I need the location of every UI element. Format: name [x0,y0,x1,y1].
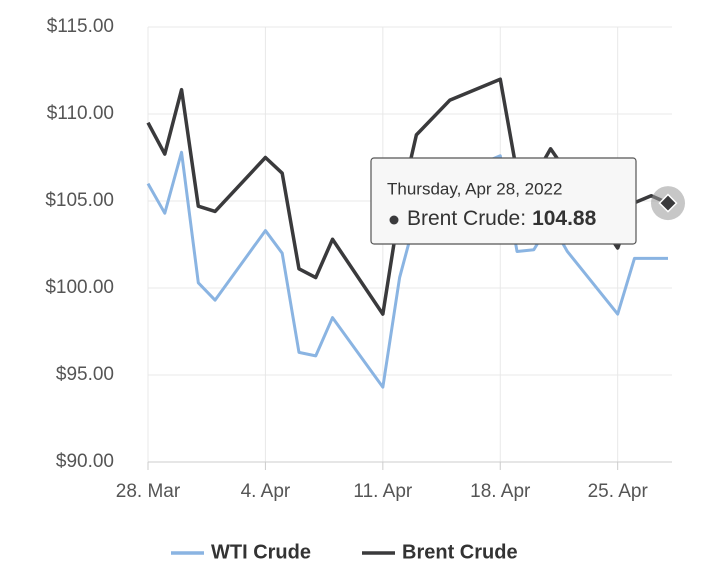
x-tick-label: 11. Apr [353,481,412,502]
hover-marker [658,193,678,213]
y-tick-label: $90.00 [56,451,114,472]
y-tick-label: $110.00 [47,103,114,124]
tooltip-box [370,157,637,245]
y-tick-label: $105.00 [45,190,114,211]
tooltip: Thursday, Apr 28, 2022 Brent Crude: 104.88 [370,157,637,245]
legend-label: Brent Crude [402,541,518,563]
y-tick-label: $100.00 [45,277,114,298]
tooltip-dot [389,215,399,225]
tooltip-title: Thursday, Apr 28, 2022 [387,179,562,198]
legend-label: WTI Crude [211,541,311,563]
x-tick-label: 18. Apr [470,481,531,502]
x-tick-label: 4. Apr [241,481,291,502]
x-tick-label: 28. Mar [116,481,181,502]
tooltip-label: Brent Crude: [407,207,526,230]
tooltip-value: 104.88 [532,207,597,230]
y-tick-label: $95.00 [56,364,114,385]
x-tick-label: 25. Apr [588,481,649,502]
series-line [146,150,668,389]
y-tick-label: $115.00 [47,16,114,37]
tooltip-row: Brent Crude: 104.88 [407,207,597,230]
